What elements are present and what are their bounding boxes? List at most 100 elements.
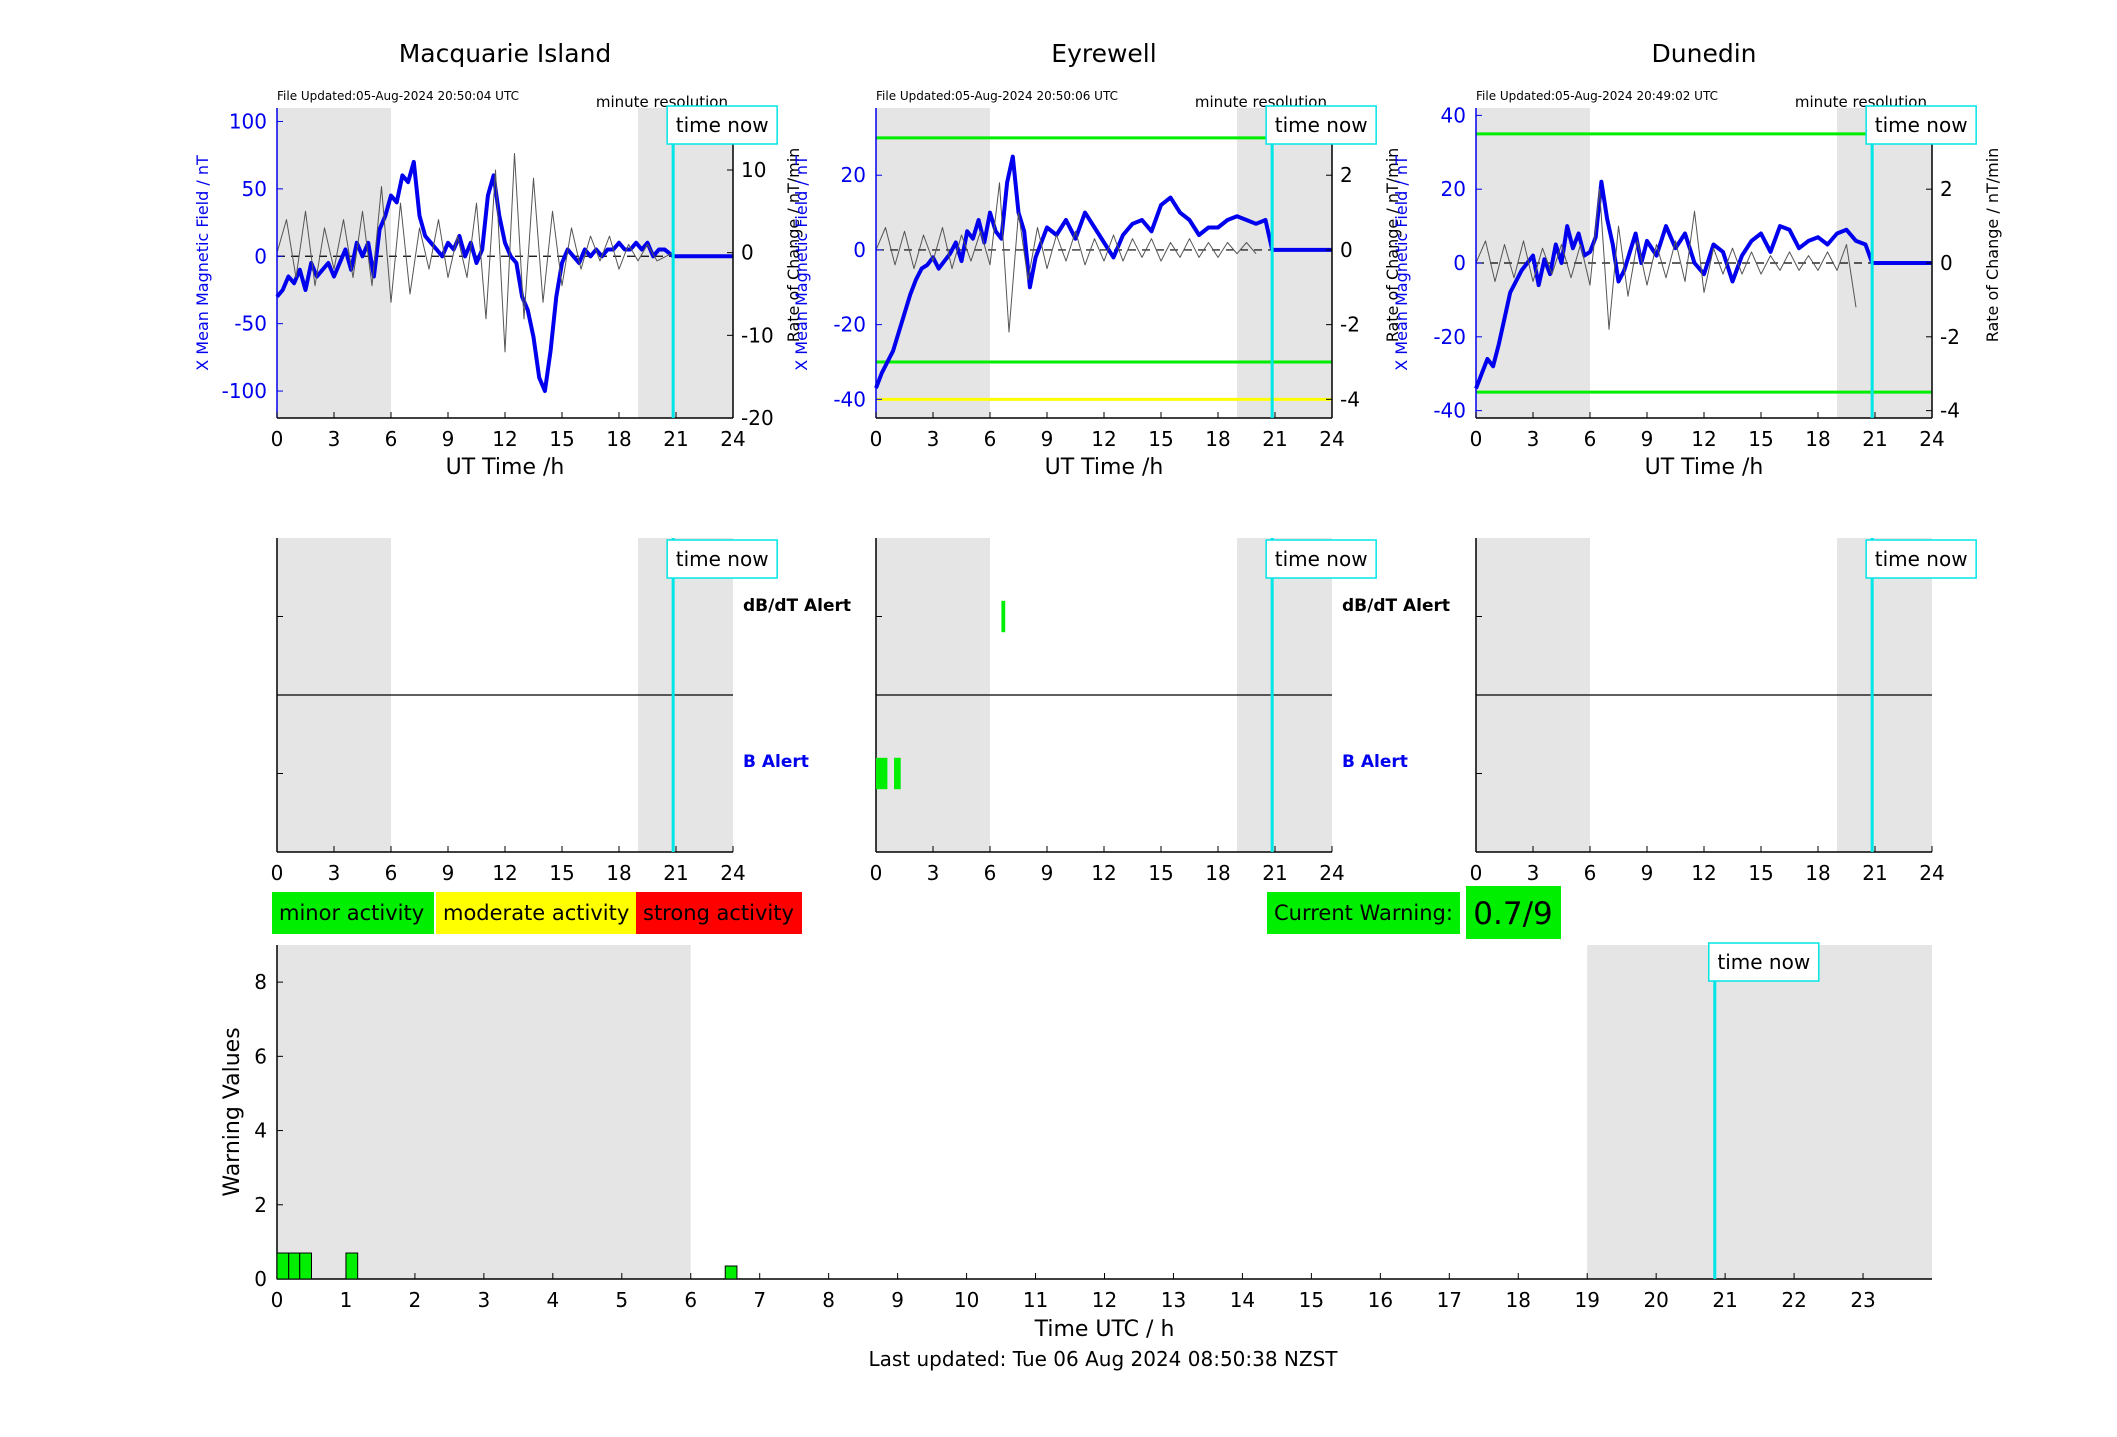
time-now-label: time now bbox=[1875, 113, 1968, 137]
alert-x-tick-label: 6 bbox=[385, 861, 398, 885]
x-tick-label: 3 bbox=[478, 1288, 491, 1312]
time-now-box bbox=[1865, 539, 1977, 579]
x-tick-label: 6 bbox=[1584, 427, 1597, 451]
x-tick-label: 15 bbox=[1299, 1288, 1324, 1312]
x-tick-label: 15 bbox=[1148, 427, 1173, 451]
x-axis-label: UT Time /h bbox=[1645, 455, 1764, 480]
night-shade bbox=[1587, 945, 1932, 1279]
y2-axis-label: Rate of Change / nT/min bbox=[784, 148, 803, 343]
alert-x-tick-label: 3 bbox=[927, 861, 940, 885]
y-tick-label: 40 bbox=[1441, 103, 1466, 127]
station-panel-macquarie-island: Macquarie Island File Updated:05-Aug-2024… bbox=[193, 39, 851, 885]
x-tick-label: 22 bbox=[1781, 1288, 1806, 1312]
x-tick-label: 6 bbox=[684, 1288, 697, 1312]
y2-tick-label: 0 bbox=[741, 241, 754, 265]
alert-x-tick-label: 15 bbox=[1148, 861, 1173, 885]
legend-minor-box bbox=[272, 892, 434, 934]
legend-moderate-box bbox=[436, 892, 636, 934]
alert-x-tick-label: 3 bbox=[1527, 861, 1540, 885]
station-panel-dunedin: Dunedin File Updated:05-Aug-2024 20:49:02… bbox=[1392, 39, 2002, 885]
b-alert-mark bbox=[876, 757, 888, 790]
x-tick-label: 24 bbox=[720, 427, 745, 451]
time-now-label: time now bbox=[1717, 950, 1810, 974]
x-tick-label: 13 bbox=[1161, 1288, 1186, 1312]
y-tick-label: 8 bbox=[254, 970, 267, 994]
dbdt-alert-label: dB/dT Alert bbox=[743, 596, 851, 616]
x-tick-label: 11 bbox=[1023, 1288, 1048, 1312]
alert-x-tick-label: 18 bbox=[1205, 861, 1230, 885]
b-alert-label: B Alert bbox=[743, 752, 809, 772]
alert-x-tick-label: 15 bbox=[549, 861, 574, 885]
y-tick-label: 0 bbox=[254, 1267, 267, 1291]
alert-x-tick-label: 9 bbox=[1641, 861, 1654, 885]
dbdt-alert-mark bbox=[1001, 600, 1006, 633]
y-tick-label: -40 bbox=[833, 387, 866, 411]
time-now-label: time now bbox=[1275, 113, 1368, 137]
x-tick-label: 20 bbox=[1643, 1288, 1668, 1312]
x-tick-label: 15 bbox=[1748, 427, 1773, 451]
magnetic-field-series bbox=[874, 154, 1332, 389]
y2-tick-label: -4 bbox=[1340, 387, 1360, 411]
alert-x-tick-label: 0 bbox=[870, 861, 883, 885]
x-tick-label: 12 bbox=[1091, 427, 1116, 451]
alert-x-tick-label: 21 bbox=[663, 861, 688, 885]
alert-x-tick-label: 12 bbox=[1091, 861, 1116, 885]
x-tick-label: 12 bbox=[492, 427, 517, 451]
x-tick-label: 15 bbox=[549, 427, 574, 451]
alert-x-tick-label: 3 bbox=[328, 861, 341, 885]
warning-bar bbox=[288, 1252, 301, 1280]
y-tick-label: 0 bbox=[254, 244, 267, 268]
x-tick-label: 3 bbox=[1527, 427, 1540, 451]
y2-tick-label: 2 bbox=[1340, 163, 1353, 187]
x-tick-label: 3 bbox=[927, 427, 940, 451]
y2-tick-label: 10 bbox=[741, 158, 766, 182]
x-tick-label: 0 bbox=[271, 1288, 284, 1312]
y2-axis-label: Rate of Change / nT/min bbox=[1383, 148, 1402, 343]
night-shade bbox=[1237, 108, 1332, 418]
alert-x-tick-label: 24 bbox=[1919, 861, 1944, 885]
alert-x-tick-label: 21 bbox=[1262, 861, 1287, 885]
y-tick-label: -100 bbox=[222, 379, 267, 403]
night-shade bbox=[277, 945, 691, 1279]
y2-tick-label: 2 bbox=[1940, 177, 1953, 201]
x-tick-label: 9 bbox=[1041, 427, 1054, 451]
alert-x-tick-label: 21 bbox=[1862, 861, 1887, 885]
x-tick-label: 19 bbox=[1574, 1288, 1599, 1312]
y-tick-label: 0 bbox=[853, 238, 866, 262]
alert-x-tick-label: 12 bbox=[492, 861, 517, 885]
y2-axis-label: Rate of Change / nT/min bbox=[1983, 148, 2002, 343]
time-now-box bbox=[1265, 539, 1377, 579]
x-tick-label: 21 bbox=[663, 427, 688, 451]
magnetic-field-series bbox=[1474, 179, 1932, 390]
x-tick-label: 4 bbox=[546, 1288, 559, 1312]
x-tick-label: 14 bbox=[1230, 1288, 1255, 1312]
x-tick-label: 24 bbox=[1919, 427, 1944, 451]
rate-of-change-series bbox=[1475, 188, 1857, 330]
y2-tick-label: -2 bbox=[1340, 313, 1360, 337]
x-tick-label: 12 bbox=[1092, 1288, 1117, 1312]
magnetic-field-series bbox=[275, 159, 733, 393]
x-tick-label: 9 bbox=[1641, 427, 1654, 451]
alert-x-tick-label: 6 bbox=[1584, 861, 1597, 885]
night-shade bbox=[638, 108, 733, 418]
x-tick-label: 5 bbox=[615, 1288, 628, 1312]
current-warning: Current Warning: 0.7/9 bbox=[1267, 886, 1561, 939]
activity-legend: minor activity moderate activity strong ac… bbox=[272, 892, 802, 934]
y-tick-label: 20 bbox=[841, 163, 866, 187]
station-title: Dunedin bbox=[1652, 39, 1757, 68]
time-now-label: time now bbox=[1875, 547, 1968, 571]
x-tick-label: 18 bbox=[1805, 427, 1830, 451]
alert-x-tick-label: 15 bbox=[1748, 861, 1773, 885]
time-now-box bbox=[666, 105, 778, 145]
x-tick-label: 9 bbox=[891, 1288, 904, 1312]
time-now-label: time now bbox=[676, 547, 769, 571]
warning-bar bbox=[299, 1252, 312, 1280]
y2-tick-label: 0 bbox=[1940, 251, 1953, 275]
time-now-label: time now bbox=[1275, 547, 1368, 571]
x-tick-label: 18 bbox=[606, 427, 631, 451]
rate-of-change-series bbox=[875, 182, 1257, 333]
file-updated-text: File Updated:05-Aug-2024 20:50:06 UTC bbox=[876, 89, 1118, 103]
time-now-box bbox=[666, 539, 778, 579]
x-tick-label: 21 bbox=[1262, 427, 1287, 451]
